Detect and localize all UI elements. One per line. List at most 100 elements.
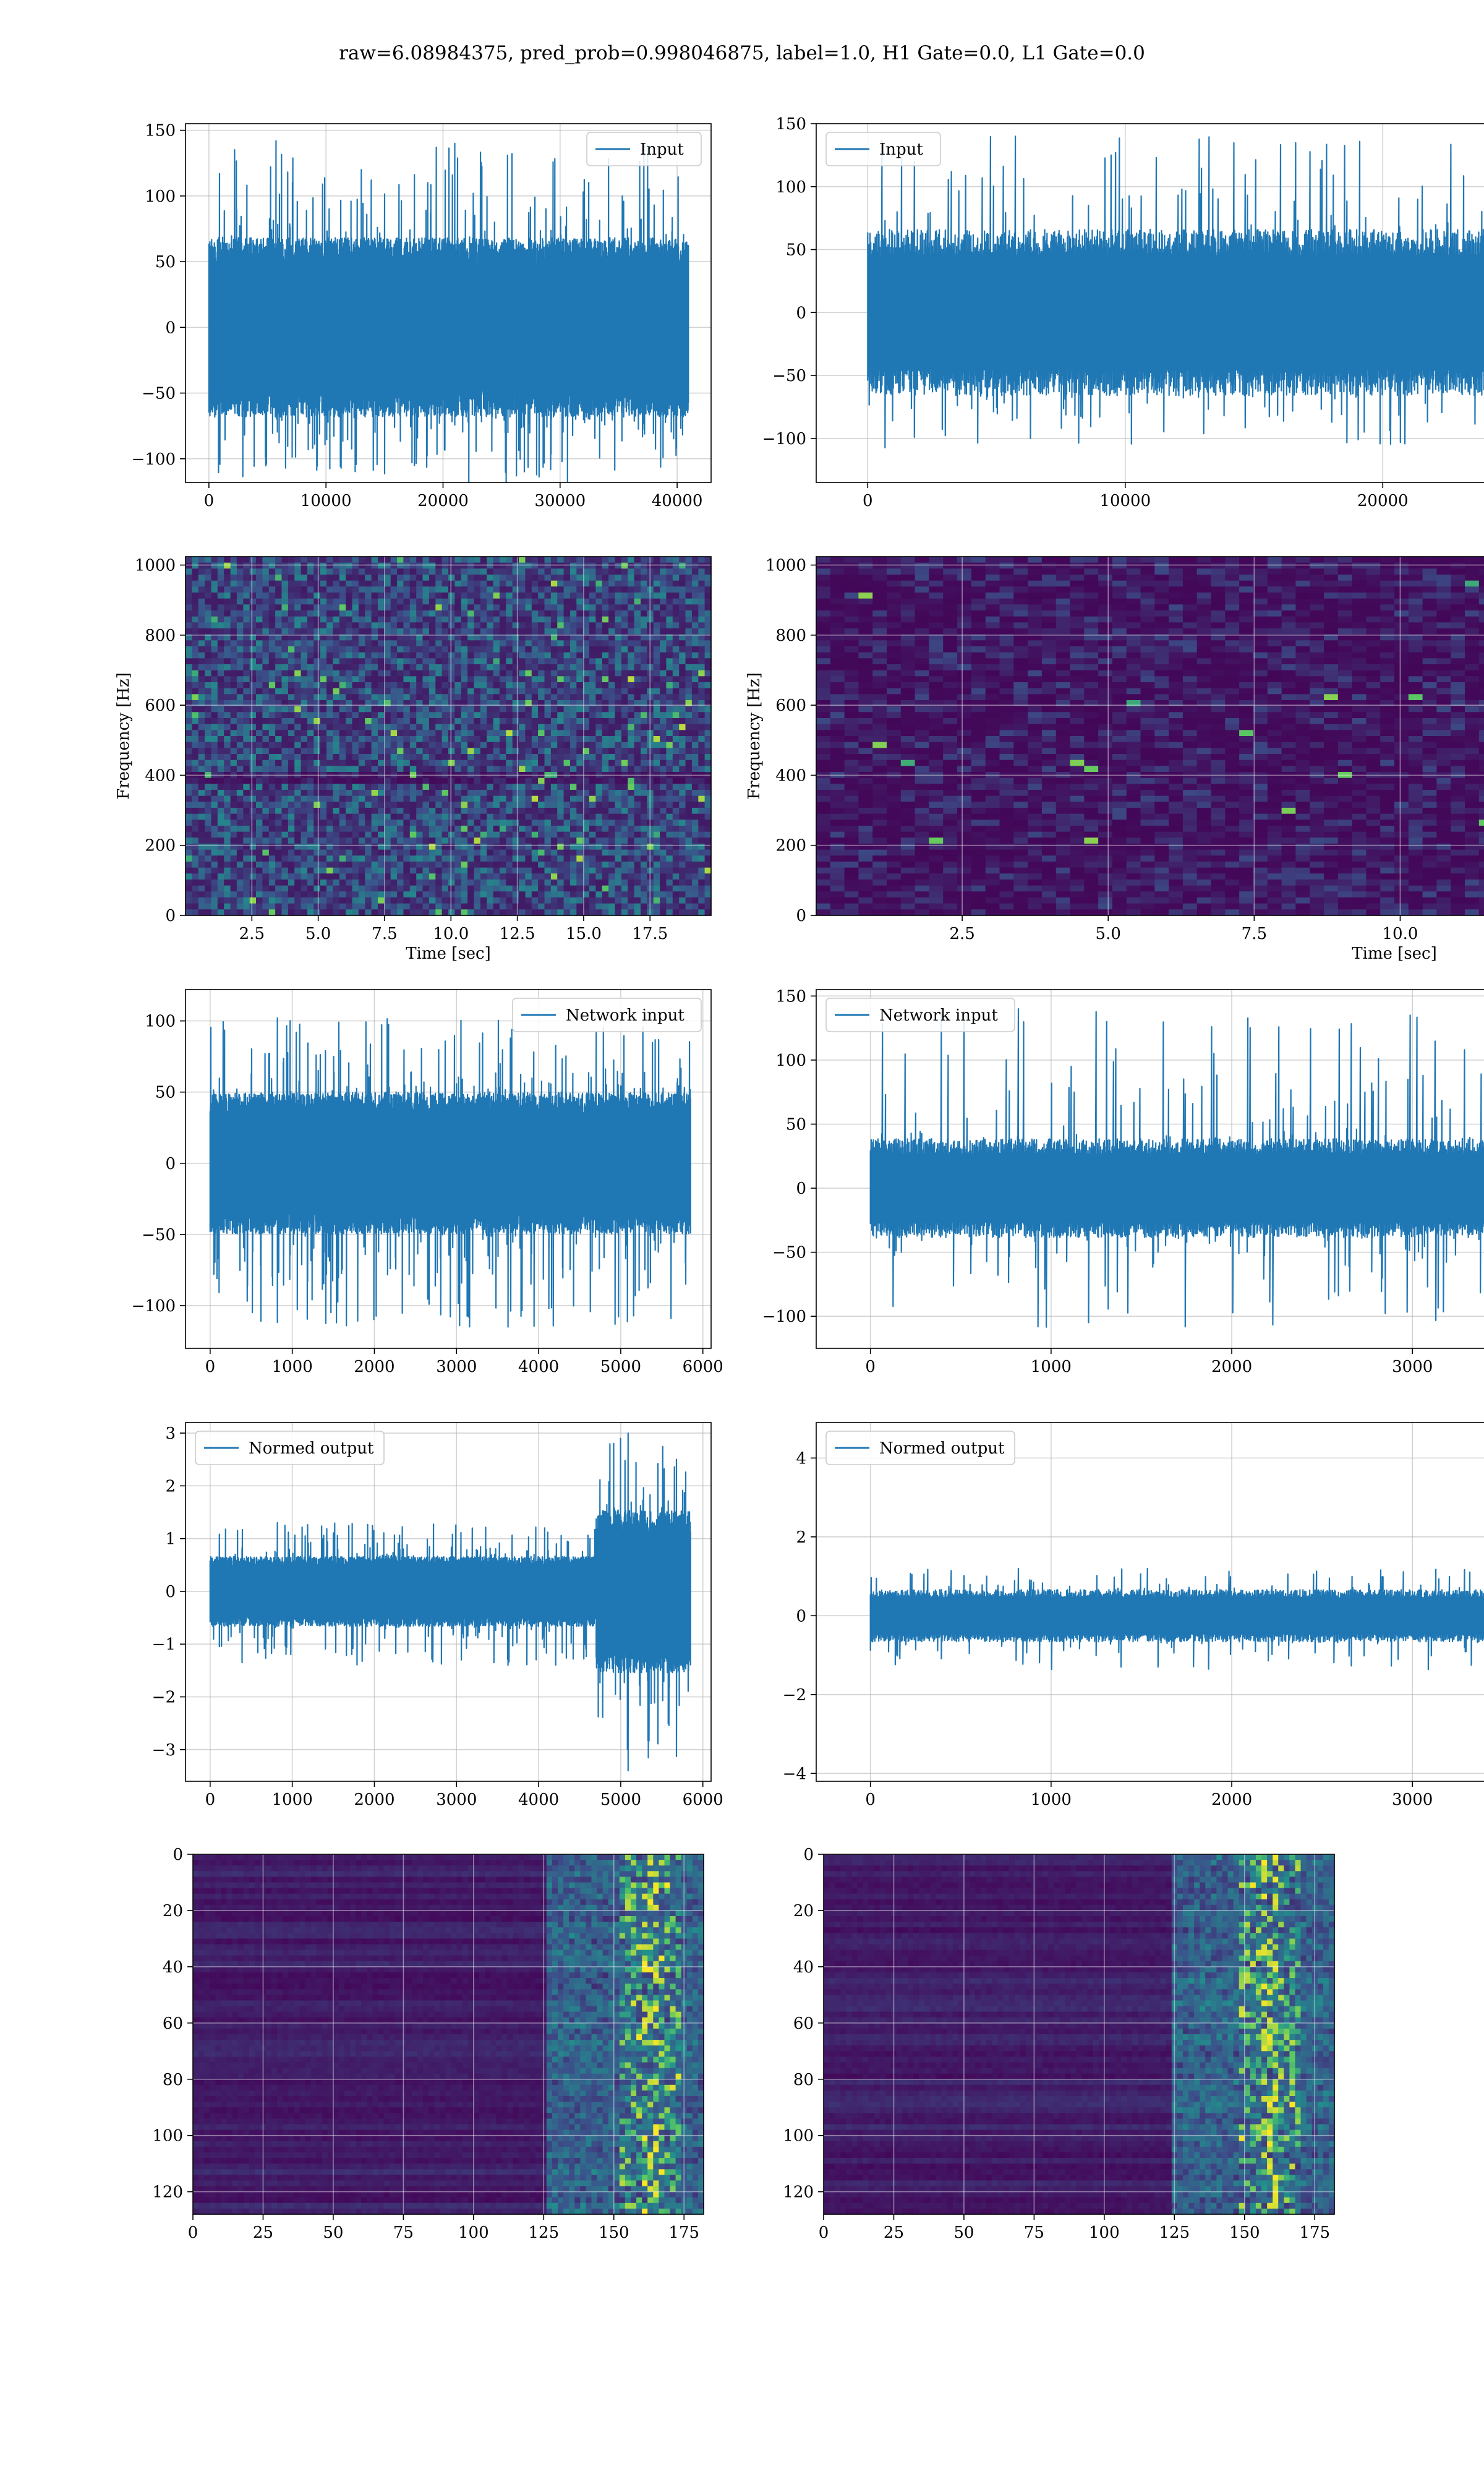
heatmap-cell — [467, 718, 474, 724]
heatmap-cell — [493, 581, 500, 587]
heatmap-cell — [333, 557, 339, 563]
heatmap-cell — [448, 873, 455, 880]
heatmap-cell — [692, 850, 699, 856]
heatmap-cell — [275, 640, 282, 646]
heatmap-cell — [192, 850, 198, 856]
heatmap-cell — [698, 736, 705, 742]
heatmap-cell — [359, 897, 365, 904]
heatmap-cell — [500, 694, 506, 700]
heatmap-cell — [487, 568, 493, 575]
heatmap-cell — [365, 593, 372, 599]
heatmap-cell — [474, 808, 481, 814]
heatmap-cell — [525, 718, 532, 724]
heatmap-cell — [686, 712, 693, 718]
heatmap-cell — [333, 826, 339, 832]
heatmap-cell — [378, 880, 385, 886]
heatmap-cell — [391, 617, 398, 623]
heatmap-cell — [487, 891, 493, 897]
heatmap-cell — [660, 640, 667, 646]
heatmap-cell — [513, 581, 519, 587]
heatmap-cell — [525, 850, 532, 856]
heatmap-cell — [359, 718, 365, 724]
heatmap-cell — [467, 610, 474, 617]
heatmap-cell — [500, 837, 506, 844]
heatmap-cell — [288, 850, 295, 856]
heatmap-cell — [186, 706, 192, 713]
heatmap-cell — [384, 802, 391, 808]
heatmap-cell — [339, 904, 346, 910]
heatmap-cell — [384, 706, 391, 713]
heatmap-cell — [403, 599, 410, 605]
h1-spectrogram-cells — [186, 557, 712, 916]
heatmap-cell — [679, 599, 686, 605]
heatmap-cell — [288, 628, 295, 635]
heatmap-cell — [384, 909, 391, 915]
heatmap-cell — [192, 682, 198, 688]
heatmap-cell — [698, 568, 705, 575]
heatmap-cell — [416, 891, 423, 897]
heatmap-cell — [275, 784, 282, 790]
heatmap-cell — [282, 599, 289, 605]
heatmap-cell — [628, 904, 634, 910]
heatmap-cell — [237, 808, 244, 814]
heatmap-cell — [192, 748, 198, 754]
heatmap-cell — [532, 724, 539, 730]
heatmap-cell — [294, 873, 301, 880]
heatmap-cell — [615, 904, 622, 910]
heatmap-cell — [384, 796, 391, 802]
heatmap-cell — [410, 610, 417, 617]
heatmap-cell — [628, 599, 634, 605]
heatmap-cell — [589, 820, 596, 826]
heatmap-cell — [237, 850, 244, 856]
heatmap-cell — [282, 712, 289, 718]
heatmap-cell — [282, 880, 289, 886]
heatmap-cell — [480, 586, 487, 593]
heatmap-cell — [698, 832, 705, 838]
heatmap-cell — [301, 844, 308, 850]
heatmap-cell — [282, 868, 289, 874]
heatmap-cell — [532, 909, 539, 915]
heatmap-cell — [198, 886, 205, 892]
heatmap-cell — [365, 814, 372, 820]
heatmap-cell — [654, 712, 660, 718]
heatmap-cell — [506, 754, 513, 760]
heatmap-cell — [519, 886, 526, 892]
heatmap-cell — [480, 736, 487, 742]
heatmap-cell — [346, 790, 352, 796]
heatmap-cell — [692, 868, 699, 874]
heatmap-cell — [557, 909, 564, 915]
heatmap-cell — [416, 808, 423, 814]
heatmap-cell — [243, 826, 250, 832]
heatmap-cell — [205, 820, 211, 826]
heatmap-cell — [532, 862, 539, 868]
heatmap-cell — [506, 676, 513, 682]
heatmap-cell — [564, 784, 571, 790]
heatmap-cell — [269, 844, 276, 850]
heatmap-cell — [660, 575, 667, 581]
heatmap-cell — [339, 778, 346, 784]
heatmap-cell — [564, 628, 571, 635]
heatmap-cell — [525, 575, 532, 581]
heatmap-cell — [538, 646, 545, 653]
heatmap-cell — [243, 868, 250, 874]
heatmap-cell — [378, 850, 385, 856]
heatmap-cell — [313, 593, 320, 599]
heatmap-cell — [493, 796, 500, 802]
heatmap-cell — [564, 557, 571, 563]
heatmap-cell — [480, 868, 487, 874]
heatmap-cell — [256, 610, 263, 617]
heatmap-cell — [186, 563, 192, 569]
heatmap-cell — [359, 610, 365, 617]
heatmap-cell — [628, 730, 634, 736]
heatmap-cell — [301, 808, 308, 814]
heatmap-cell — [557, 622, 564, 628]
heatmap-cell — [480, 628, 487, 635]
heatmap-cell — [570, 837, 577, 844]
heatmap-cell — [448, 658, 455, 664]
heatmap-cell — [500, 897, 506, 904]
heatmap-cell — [231, 904, 237, 910]
heatmap-cell — [198, 712, 205, 718]
heatmap-cell — [301, 820, 308, 826]
heatmap-cell — [250, 742, 257, 748]
heatmap-cell — [250, 844, 257, 850]
